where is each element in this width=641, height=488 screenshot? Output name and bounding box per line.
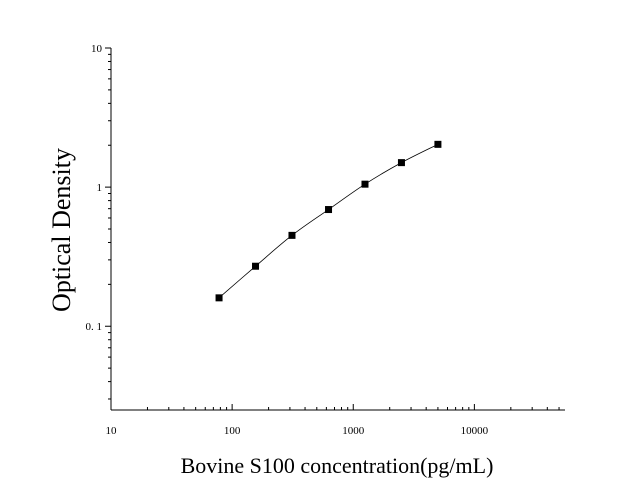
tick-labels: 10 100 1000 10000 0. 1 1 10 — [86, 43, 489, 437]
y-axis-title: Optical Density — [47, 148, 76, 312]
x-tick-label: 100 — [224, 425, 241, 437]
x-tick-label: 10 — [106, 425, 118, 437]
fit-curve — [218, 143, 439, 299]
y-tick-label: 0. 1 — [86, 321, 103, 333]
x-axis-title: Bovine S100 concentration(pg/mL) — [181, 453, 494, 478]
x-tick-label: 10000 — [461, 425, 489, 437]
data-point — [252, 262, 260, 270]
data-point — [434, 140, 442, 148]
data-point — [288, 231, 296, 239]
data-point — [325, 206, 333, 214]
data-point — [361, 180, 369, 188]
y-tick-label: 1 — [97, 182, 103, 194]
axes — [110, 48, 565, 411]
x-tick-label: 1000 — [342, 425, 365, 437]
data-point — [215, 294, 223, 302]
data-points — [215, 140, 442, 302]
ticks — [105, 47, 560, 410]
data-point — [397, 159, 405, 167]
y-tick-label: 10 — [91, 43, 103, 55]
